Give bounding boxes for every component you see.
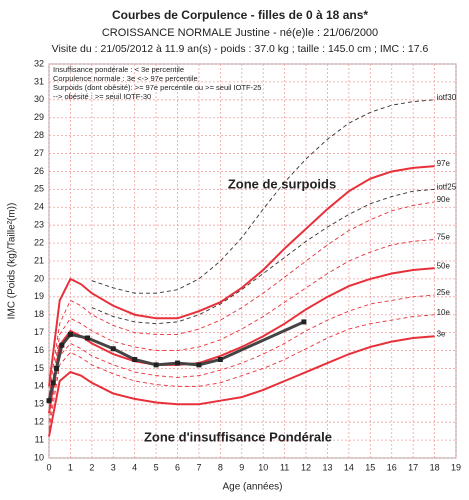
patient-point: [217, 357, 223, 362]
patient-point: [67, 331, 73, 337]
x-tick-label: 2: [89, 462, 94, 472]
plot-area: [48, 63, 457, 459]
legend-note: Insuffisance pondérale : < 3e percentile: [53, 65, 184, 74]
patient-point: [196, 362, 202, 368]
chart-subtitle: CROISSANCE NORMALE Justine - né(e)le : 2…: [102, 27, 378, 39]
patient-point: [301, 319, 307, 325]
y-tick-label: 20: [34, 273, 44, 283]
x-tick-label: 15: [365, 462, 375, 472]
y-tick-label: 32: [34, 58, 44, 68]
x-tick-label: 11: [280, 462, 289, 472]
patient-point: [59, 342, 65, 348]
patient-point: [132, 357, 138, 362]
legend-note: --> obésité : >= seuil IOTF-30: [53, 92, 151, 101]
curve-label: 90e: [437, 195, 451, 204]
curve: [48, 165, 435, 387]
y-tick-label: 26: [34, 166, 44, 176]
curve-label: iotf25: [437, 182, 457, 191]
legend-note: Corpulence normale : 3e <-> 97e percenti…: [53, 74, 198, 83]
patient-point: [53, 365, 59, 371]
curve: [48, 239, 435, 405]
x-tick-label: 9: [239, 462, 244, 472]
x-tick-label: 0: [46, 462, 51, 472]
curve: [48, 314, 435, 430]
y-tick-label: 21: [34, 255, 44, 265]
y-tick-label: 19: [34, 291, 44, 301]
zone-label: Zone de surpoids: [228, 176, 336, 191]
patient-point: [153, 362, 159, 368]
y-tick-label: 14: [34, 381, 44, 391]
y-tick-label: 28: [34, 130, 44, 140]
chart-title: Courbes de Corpulence - filles de 0 à 18…: [112, 8, 368, 22]
y-axis-label: IMC (Poids (kg)/Taille²(m)): [7, 203, 18, 320]
patient-point: [46, 398, 52, 404]
patient-point: [85, 335, 91, 341]
patient-point: [110, 346, 116, 352]
y-tick-label: 11: [35, 434, 44, 444]
y-tick-label: 17: [34, 327, 44, 337]
x-tick-label: 5: [154, 462, 159, 472]
curve-label: 10e: [437, 308, 451, 317]
y-tick-label: 23: [34, 220, 44, 230]
curve-label: 97e: [437, 159, 451, 168]
curve-label: 50e: [437, 261, 451, 270]
y-tick-label: 27: [34, 148, 44, 158]
x-tick-label: 18: [430, 462, 440, 472]
y-tick-label: 10: [34, 452, 44, 462]
y-tick-label: 30: [34, 94, 44, 104]
x-axis-label: Age (années): [222, 482, 282, 493]
x-tick-label: 6: [175, 462, 180, 472]
curve: [91, 188, 435, 325]
patient-point: [50, 380, 56, 386]
x-tick-label: 4: [132, 462, 137, 472]
curve-label: 75e: [437, 233, 451, 242]
curve-label: iotf30: [437, 93, 457, 102]
x-tick-label: 12: [301, 462, 311, 472]
curve-label: 25e: [437, 288, 451, 297]
y-tick-label: 12: [34, 417, 44, 427]
zone-label: Zone d'insuffisance Pondérale: [144, 429, 332, 444]
visit-info: Visite du : 21/05/2012 à 11.9 an(s) - po…: [52, 43, 429, 55]
curve-label: 3e: [437, 329, 446, 338]
y-tick-label: 15: [34, 363, 44, 373]
curve: [48, 294, 435, 423]
x-tick-label: 10: [258, 462, 268, 472]
y-tick-label: 29: [34, 112, 44, 122]
curve: [91, 99, 435, 294]
y-tick-label: 25: [34, 184, 44, 194]
curve: [48, 201, 435, 396]
x-tick-label: 3: [111, 462, 116, 472]
y-tick-label: 24: [34, 202, 44, 212]
x-tick-label: 7: [196, 462, 201, 472]
x-tick-label: 19: [451, 462, 461, 472]
y-tick-label: 13: [34, 399, 44, 409]
x-tick-label: 17: [408, 462, 418, 472]
y-tick-label: 18: [34, 309, 44, 319]
patient-point: [175, 360, 181, 366]
y-tick-label: 16: [34, 345, 44, 355]
legend-note: Surpoids (dont obésité): >= 97e percenti…: [53, 83, 261, 92]
x-tick-label: 13: [322, 462, 332, 472]
x-tick-label: 14: [344, 462, 354, 472]
x-tick-label: 1: [68, 462, 73, 472]
x-tick-label: 16: [387, 462, 397, 472]
curve: [48, 335, 435, 437]
y-tick-label: 31: [34, 76, 44, 86]
x-tick-label: 8: [218, 462, 223, 472]
y-tick-label: 22: [34, 237, 44, 247]
